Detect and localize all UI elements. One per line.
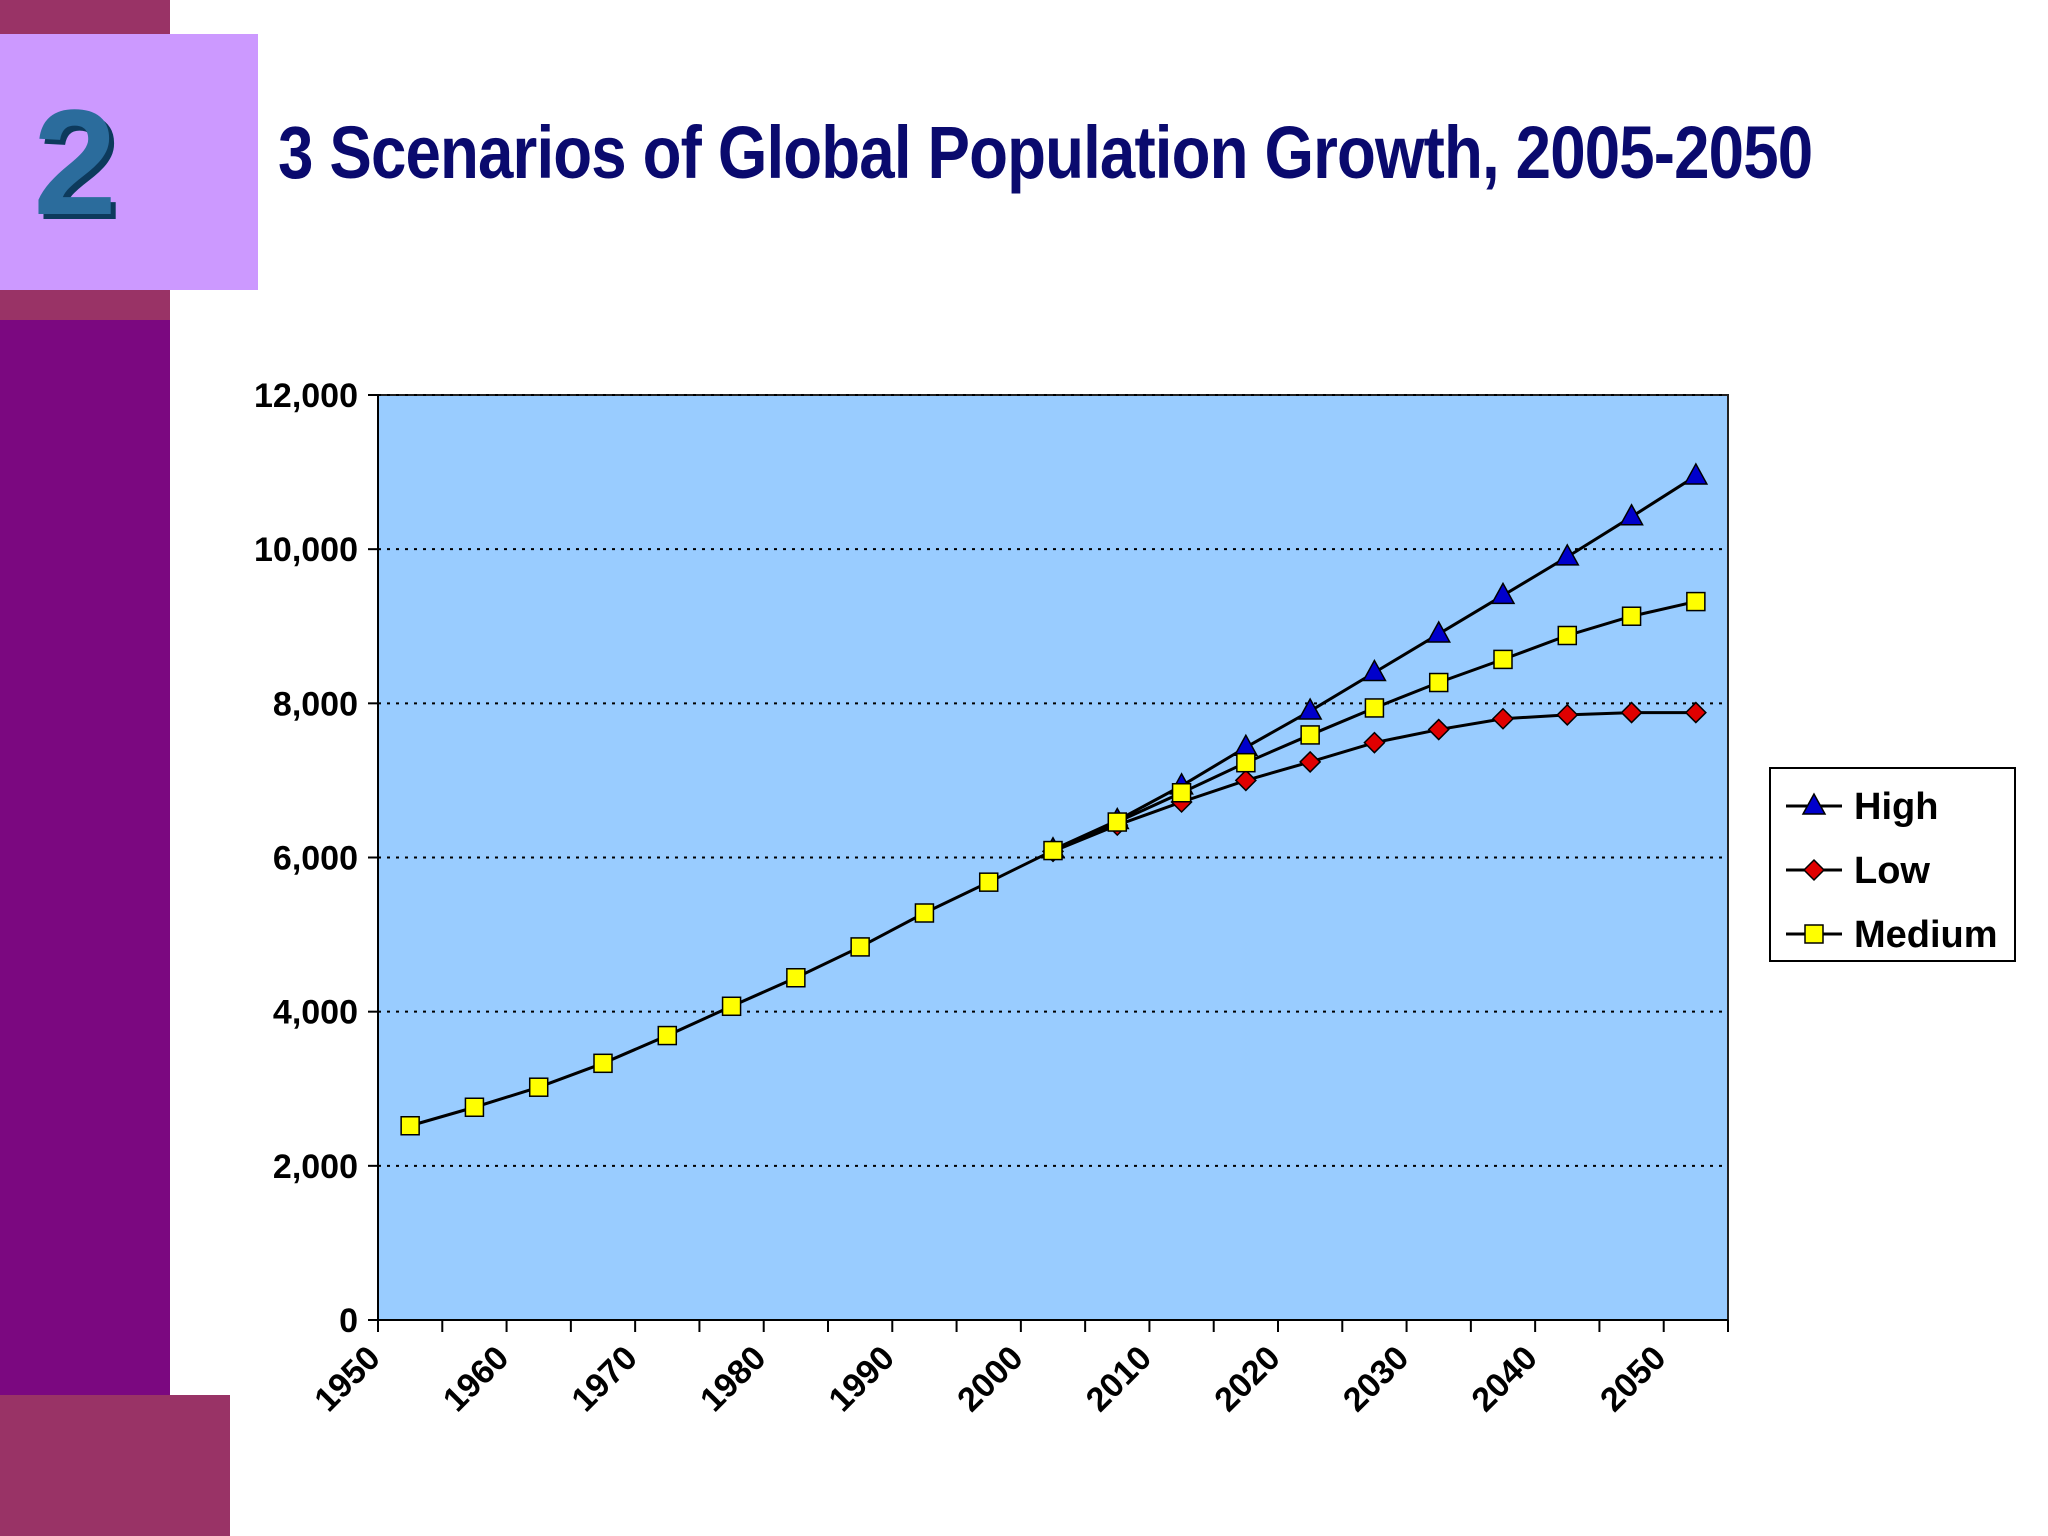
data-point-medium <box>400 1116 420 1136</box>
data-point-low <box>1299 750 1322 773</box>
legend: High Low Medium <box>1769 767 2016 962</box>
data-point-medium <box>914 903 935 923</box>
x-tick-label: 1950 <box>307 1339 387 1419</box>
y-tick-label: 4,000 <box>273 994 358 1032</box>
legend-label-high: High <box>1854 786 1938 828</box>
data-point-medium <box>1428 672 1449 693</box>
data-point-high <box>1555 543 1580 566</box>
data-point-high <box>1683 462 1709 485</box>
slide-title: 3 Scenarios of Global Population Growth,… <box>278 111 1813 194</box>
legend-marker-high <box>1801 792 1827 815</box>
y-axis-tick-labels: 0 2,000 4,000 6,000 8,000 10,000 12,000 <box>254 377 358 1340</box>
data-point-medium <box>1364 698 1385 718</box>
x-tick-label: 1960 <box>436 1339 516 1419</box>
x-tick-label: 2020 <box>1207 1339 1287 1419</box>
data-point-medium <box>721 996 742 1017</box>
data-point-medium <box>786 968 806 988</box>
x-tick-label: 2010 <box>1079 1339 1159 1419</box>
data-point-medium <box>657 1025 678 1046</box>
axes <box>368 394 1729 1332</box>
data-point-low <box>1234 769 1257 792</box>
data-point-medium <box>593 1053 613 1074</box>
legend-label-medium: Medium <box>1854 914 1998 956</box>
data-point-medium <box>1686 591 1706 612</box>
legend-label-low: Low <box>1854 850 1930 892</box>
sidebar-accent-bottom <box>0 1395 230 1536</box>
y-tick-label: 0 <box>339 1302 358 1340</box>
y-tick-label: 6,000 <box>273 840 358 878</box>
data-point-medium <box>1107 812 1128 832</box>
data-point-high <box>1490 581 1516 605</box>
data-point-medium <box>1621 606 1642 626</box>
x-tick-label: 1990 <box>822 1339 902 1419</box>
data-point-medium <box>528 1077 549 1097</box>
data-point-high <box>1297 697 1323 720</box>
data-point-high <box>1426 620 1451 643</box>
data-point-medium <box>978 872 999 892</box>
x-tick-label: 2030 <box>1336 1339 1416 1419</box>
sidebar-accent-middle <box>0 288 170 320</box>
data-point-medium <box>1557 625 1578 646</box>
x-tick-label: 2050 <box>1593 1339 1673 1419</box>
data-point-low <box>1427 718 1450 741</box>
data-point-low <box>1491 707 1515 730</box>
data-point-high <box>1619 503 1644 526</box>
gridlines <box>378 394 1728 1167</box>
data-point-low <box>1620 701 1643 724</box>
x-tick-label: 1980 <box>693 1339 773 1419</box>
x-tick-label: 1970 <box>564 1339 644 1419</box>
x-tick-label: 2000 <box>950 1339 1030 1419</box>
legend-marker-medium <box>1804 924 1824 944</box>
y-tick-label: 12,000 <box>254 377 358 415</box>
data-point-medium <box>464 1097 485 1117</box>
data-point-medium <box>1493 649 1513 670</box>
x-tick-label: 2040 <box>1464 1339 1544 1419</box>
data-point-medium <box>1043 840 1063 861</box>
y-tick-label: 8,000 <box>273 685 358 723</box>
slide-number: 2 <box>33 78 117 246</box>
y-tick-label: 2,000 <box>273 1148 358 1186</box>
data-point-medium <box>1300 725 1320 745</box>
x-axis-tick-labels: 1950 1960 1970 1980 1990 2000 2010 2020 2030 2040… <box>307 1339 1673 1419</box>
y-tick-label: 10,000 <box>254 531 358 569</box>
series-markers <box>400 462 1709 1136</box>
data-point-low <box>1684 701 1707 724</box>
sidebar-accent-top <box>0 0 170 36</box>
data-point-low <box>1363 731 1386 754</box>
data-point-medium <box>1236 752 1256 773</box>
slide-number-box <box>0 34 258 290</box>
data-point-low <box>1556 703 1579 726</box>
data-point-medium <box>1171 783 1192 803</box>
legend-marker-low <box>1802 858 1826 882</box>
data-point-high <box>1362 658 1387 682</box>
data-point-medium <box>850 937 870 957</box>
